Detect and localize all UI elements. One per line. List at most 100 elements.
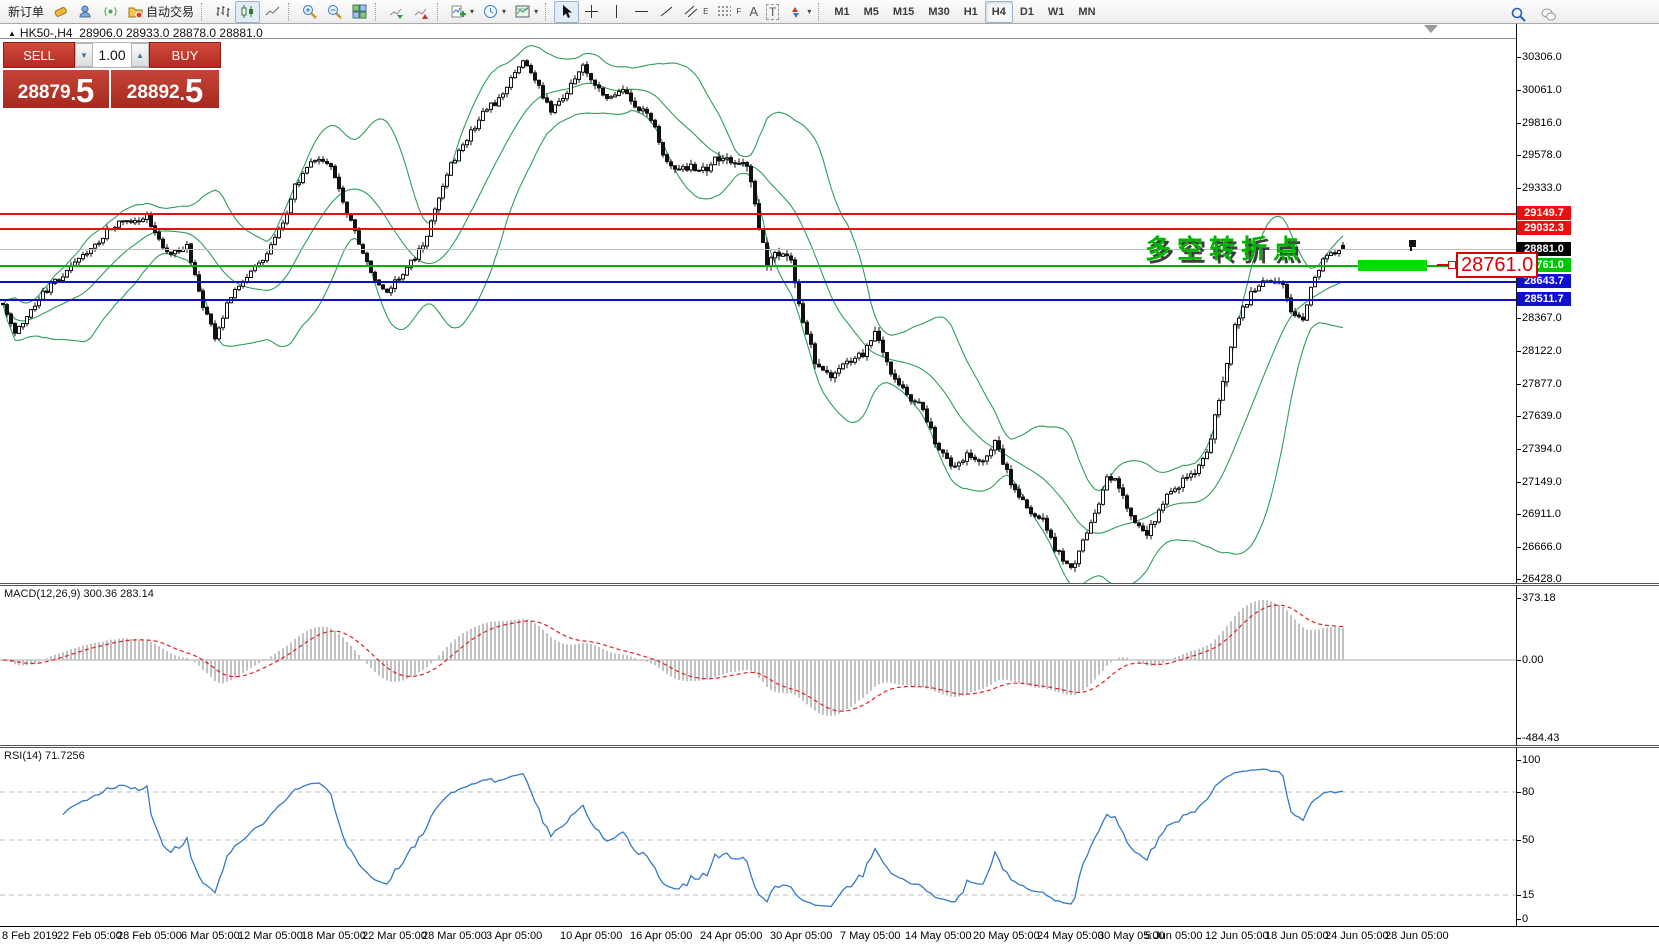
- price-axis-tick: 28367.0: [1516, 312, 1562, 324]
- trendline-button[interactable]: [654, 1, 679, 23]
- tf-button-m5[interactable]: M5: [863, 5, 879, 18]
- time-axis-label: 30 May 05:00: [1098, 930, 1165, 942]
- price-axis-tick: 27149.0: [1516, 476, 1562, 488]
- text-tool-glyph: A: [749, 4, 758, 19]
- time-axis-label: 28 Feb 05:00: [117, 930, 182, 942]
- price-axis-tick: 29816.0: [1516, 117, 1562, 129]
- periods-button[interactable]: ▾: [478, 1, 510, 23]
- time-axis-label: 12 Mar 05:00: [238, 930, 303, 942]
- vertical-line-button[interactable]: [604, 1, 629, 23]
- chevron-down-icon: ▾: [807, 7, 812, 16]
- candlestick-icon: [241, 5, 254, 18]
- price-line-label: 28511.7: [1517, 292, 1571, 306]
- candlestick-button[interactable]: [235, 0, 261, 23]
- tf-button-h4[interactable]: H4: [984, 0, 1013, 23]
- buy-price-display[interactable]: 28892. 5: [111, 70, 219, 108]
- new-order-button[interactable]: 新订单: [4, 1, 48, 23]
- horizontal-line-object[interactable]: [0, 213, 1516, 215]
- tf-button-d1[interactable]: D1: [1019, 5, 1034, 18]
- macd-label: MACD(12,26,9) 300.36 283.14: [4, 588, 154, 600]
- tf-button-m1[interactable]: M1: [834, 5, 850, 18]
- volume-increase-button[interactable]: ▲: [131, 43, 149, 67]
- chart-window: ▲ HK50-,H4 28906.0 28933.0 28878.0 28881.…: [0, 24, 1659, 946]
- horizontal-line-object[interactable]: [0, 265, 1516, 267]
- add-indicator-button[interactable]: ▾: [446, 1, 478, 23]
- horizontal-line-object[interactable]: [0, 299, 1516, 301]
- collapse-icon[interactable]: ▲: [8, 29, 16, 38]
- crosshair-button[interactable]: [579, 1, 604, 23]
- autotrading-button[interactable]: 自动交易: [123, 1, 198, 23]
- navigator-icon: [79, 5, 91, 18]
- fibonacci-button[interactable]: F: [712, 1, 745, 23]
- price-axis-tick: 26666.0: [1516, 541, 1562, 553]
- tf-button-h1[interactable]: H1: [963, 5, 978, 18]
- rsi-pane[interactable]: RSI(14) 71.7256 100 80 50 15 0: [0, 748, 1659, 926]
- trendline-segment[interactable]: [1437, 264, 1455, 266]
- tf-button-m30[interactable]: M30: [928, 5, 950, 18]
- tile-windows-button[interactable]: [347, 1, 372, 23]
- time-axis-label: 30 Apr 05:00: [770, 930, 833, 942]
- chart-shift-button[interactable]: [409, 1, 434, 23]
- volume-decrease-button[interactable]: ▼: [75, 43, 93, 67]
- trendline-handle[interactable]: [1448, 261, 1456, 269]
- horizontal-line-icon: [635, 11, 649, 12]
- horizontal-line-object[interactable]: [0, 249, 1516, 250]
- price-pane[interactable]: ▲ HK50-,H4 28906.0 28933.0 28878.0 28881.…: [0, 24, 1659, 585]
- time-axis-label: 18 Mar 05:00: [301, 930, 366, 942]
- macd-pane[interactable]: MACD(12,26,9) 300.36 283.14 373.18 0.00 -4…: [0, 586, 1659, 745]
- toolbar-separator: [288, 2, 294, 21]
- templates-button[interactable]: ▾: [510, 1, 542, 23]
- price-axis-tick: 30061.0: [1516, 84, 1562, 96]
- line-chart-button[interactable]: [260, 1, 285, 23]
- volume-input[interactable]: 1.00: [98, 47, 126, 63]
- chart-shift-marker[interactable]: [1424, 25, 1438, 33]
- arrows-button[interactable]: ▾: [783, 1, 815, 23]
- horizontal-line-button[interactable]: [629, 1, 654, 23]
- candlestick-chart[interactable]: [0, 24, 1516, 583]
- chart-ohlc: 28906.0 28933.0 28878.0 28881.0: [79, 26, 263, 40]
- auto-scroll-button[interactable]: [384, 1, 409, 23]
- template-icon: [515, 5, 530, 18]
- autotrading-label: 自动交易: [146, 5, 195, 19]
- bar-chart-button[interactable]: [210, 1, 235, 23]
- cursor-button[interactable]: [554, 0, 580, 23]
- signals-button[interactable]: [98, 1, 123, 23]
- time-axis-label: 24 Jun 05:00: [1325, 930, 1389, 942]
- tf-button-mn[interactable]: MN: [1078, 5, 1096, 18]
- rsi-axis-label: 0: [1515, 913, 1529, 925]
- time-axis-label: 3 Apr 05:00: [486, 930, 543, 942]
- tf-button-m15[interactable]: M15: [892, 5, 915, 18]
- price-flag-label[interactable]: 28761.0: [1456, 252, 1539, 278]
- horizontal-line-object[interactable]: [0, 228, 1516, 230]
- sell-button[interactable]: SELL: [3, 42, 75, 68]
- chat-button[interactable]: [1536, 3, 1561, 25]
- horizontal-line-object[interactable]: [0, 281, 1516, 283]
- navigator-button[interactable]: [73, 1, 98, 23]
- text-button[interactable]: A: [745, 1, 762, 23]
- time-axis-label: 10 Apr 05:00: [560, 930, 623, 942]
- arrows-icon: [792, 7, 800, 18]
- time-axis-label: 18 Jun 05:00: [1265, 930, 1329, 942]
- zoom-out-button[interactable]: [322, 1, 347, 23]
- sell-price-display[interactable]: 28879. 5: [3, 70, 111, 108]
- time-axis-label: 7 May 05:00: [840, 930, 901, 942]
- time-axis[interactable]: 8 Feb 2019 22 Feb 05:00 28 Feb 05:00 6 Mar …: [0, 926, 1659, 946]
- macd-axis-label: 0.00: [1515, 654, 1544, 666]
- equidistant-channel-button[interactable]: E: [679, 1, 712, 23]
- time-axis-label: 14 May 05:00: [905, 930, 972, 942]
- tf-button-w1[interactable]: W1: [1047, 5, 1065, 18]
- search-button[interactable]: [1506, 3, 1531, 25]
- text-label-button[interactable]: T: [762, 1, 783, 23]
- buy-button[interactable]: BUY: [149, 42, 221, 68]
- green-highlight-bar[interactable]: [1358, 260, 1427, 271]
- pane-splitter[interactable]: [0, 745, 1659, 748]
- time-axis-label: 28 Jun 05:00: [1385, 930, 1449, 942]
- arrow-object[interactable]: [1409, 240, 1416, 251]
- chart-annotation-text[interactable]: 多空转折点: [1145, 234, 1306, 264]
- rsi-axis-label: 15: [1515, 889, 1535, 901]
- market-watch-button[interactable]: [48, 1, 73, 23]
- chevron-down-icon: ▾: [534, 7, 539, 16]
- zoom-in-button[interactable]: [297, 1, 322, 23]
- vertical-line-icon: [616, 5, 618, 18]
- pane-splitter[interactable]: [0, 583, 1659, 586]
